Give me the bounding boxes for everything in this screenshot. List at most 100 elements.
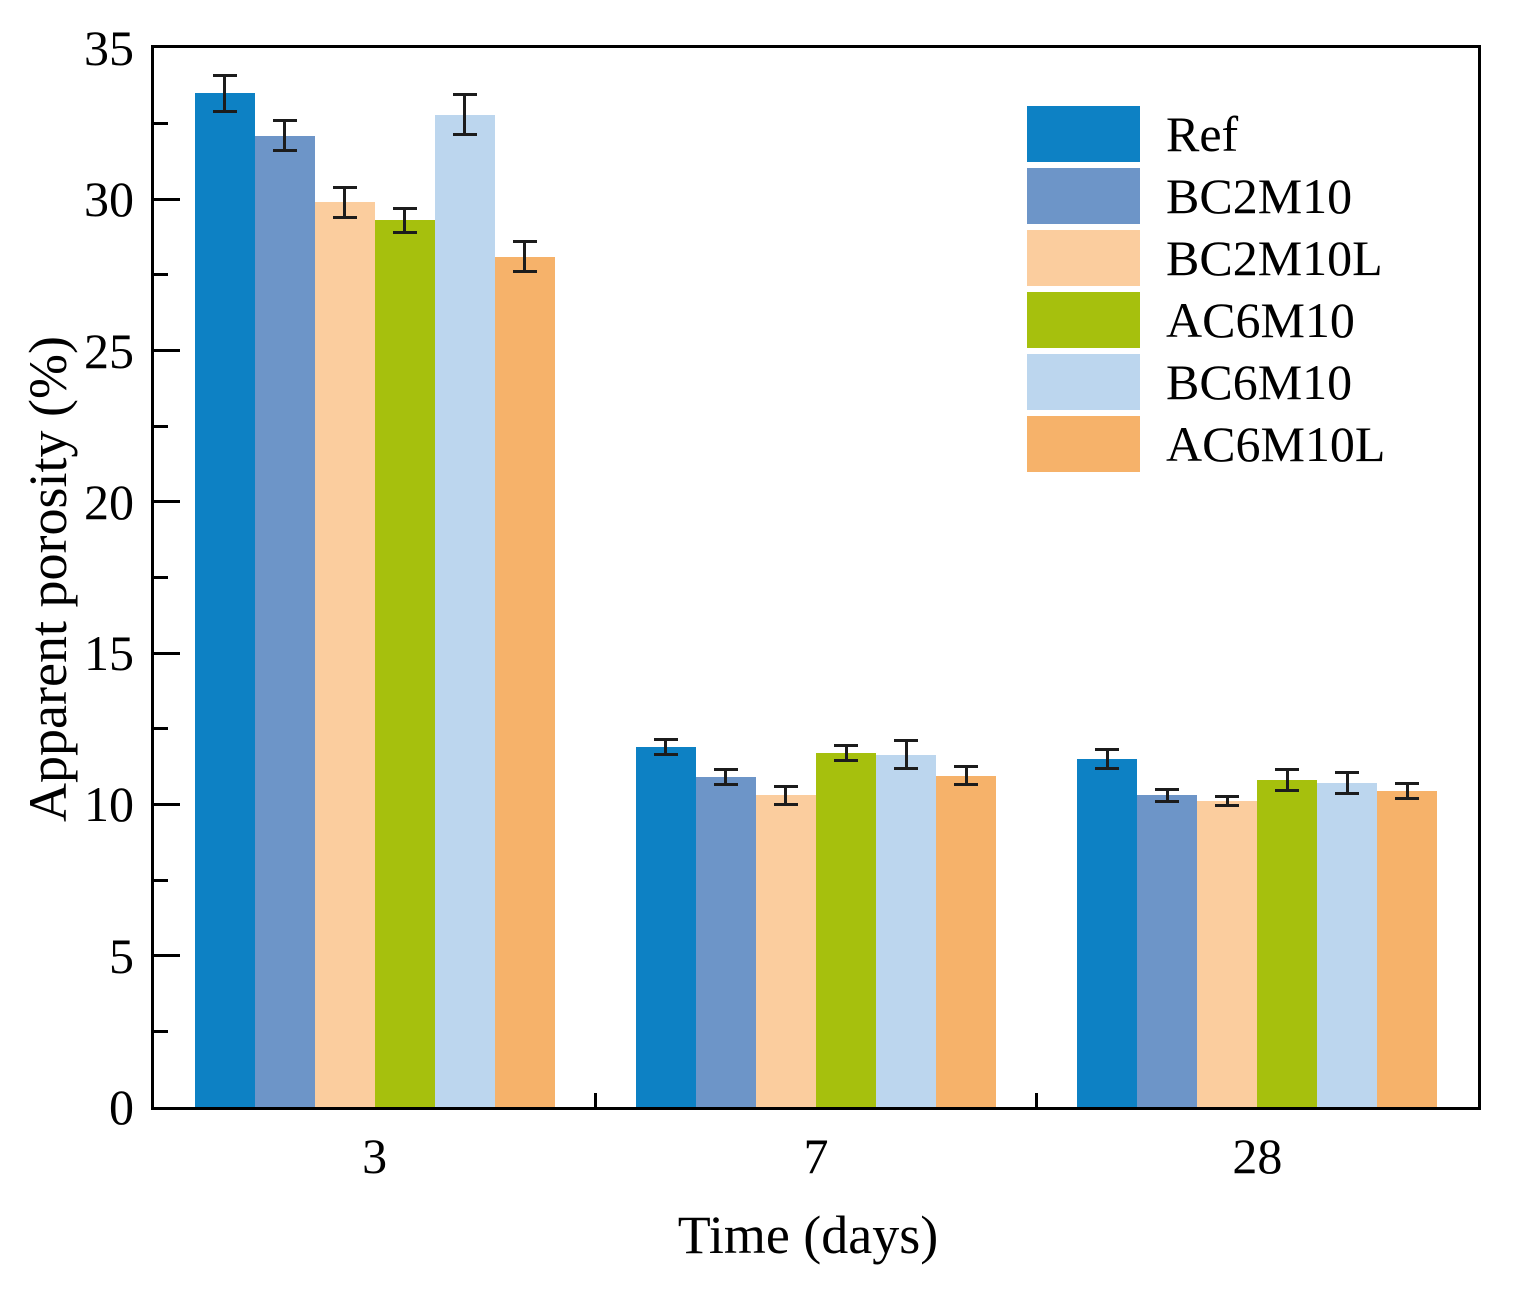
legend-item-bc6m10: BC6M10 — [1027, 351, 1385, 413]
error-bar — [463, 94, 467, 135]
error-bar-cap — [954, 765, 979, 769]
legend-label: AC6M10L — [1166, 416, 1386, 472]
error-bar — [1345, 772, 1349, 794]
legend-label: BC2M10 — [1166, 168, 1353, 224]
bar-ac6m10l-day3 — [494, 256, 555, 1107]
error-bar-cap — [713, 783, 738, 787]
y-major-tick — [154, 349, 180, 353]
bar-bc6m10-day7 — [876, 754, 937, 1107]
y-minor-tick — [154, 576, 168, 579]
error-bar — [1225, 796, 1229, 806]
bar-bc2m10l-day7 — [755, 795, 816, 1107]
error-bar-cap — [1275, 768, 1300, 772]
bar-ref-day7 — [635, 746, 696, 1107]
legend-swatch-bc6m10 — [1027, 354, 1140, 410]
y-minor-tick — [154, 424, 168, 428]
legend-label: BC2M10L — [1166, 230, 1383, 286]
error-bar — [724, 769, 728, 785]
error-bar-cap — [1215, 795, 1240, 799]
legend-item-ac6m10: AC6M10 — [1027, 289, 1385, 351]
error-bar — [1105, 749, 1109, 769]
bar-bc2m10-day28 — [1137, 795, 1198, 1107]
y-tick-label: 15 — [84, 625, 134, 682]
error-bar-cap — [272, 149, 297, 153]
error-bar — [664, 739, 668, 755]
error-bar-cap — [512, 270, 537, 274]
y-minor-tick — [154, 122, 168, 126]
error-bar — [523, 241, 527, 272]
legend-item-bc2m10l: BC2M10L — [1027, 227, 1385, 289]
error-bar — [904, 740, 908, 769]
error-bar-cap — [452, 132, 477, 136]
bar-ac6m10-day3 — [374, 220, 435, 1107]
error-bar-cap — [392, 231, 417, 235]
error-bar-cap — [212, 73, 237, 77]
error-bar-cap — [1155, 799, 1180, 803]
error-bar-cap — [1395, 796, 1420, 800]
y-minor-tick — [154, 1029, 168, 1033]
bar-ref-day28 — [1077, 759, 1138, 1107]
bar-ac6m10l-day7 — [936, 775, 997, 1107]
y-minor-tick — [154, 273, 168, 277]
error-bar-cap — [894, 739, 919, 743]
error-bar-cap — [1155, 787, 1180, 791]
error-bar-cap — [1095, 748, 1120, 752]
error-bar-cap — [1215, 804, 1240, 808]
bar-ref-day3 — [194, 93, 255, 1107]
legend-swatch-ref — [1027, 106, 1140, 162]
error-bar-cap — [1335, 771, 1360, 775]
error-bar — [1405, 783, 1409, 799]
error-bar-cap — [834, 743, 858, 747]
error-bar-cap — [1335, 792, 1360, 796]
y-major-tick — [154, 954, 180, 958]
y-minor-tick — [154, 727, 168, 731]
error-bar — [343, 187, 347, 218]
bar-bc2m10-day7 — [695, 777, 756, 1107]
bar-ac6m10-day7 — [816, 752, 877, 1107]
error-bar-cap — [653, 737, 678, 741]
y-major-tick — [154, 197, 180, 201]
x-minor-tick — [1035, 1093, 1039, 1107]
legend-label: BC6M10 — [1166, 354, 1353, 410]
error-bar-cap — [773, 784, 798, 788]
bar-bc2m10-day3 — [254, 135, 315, 1107]
error-bar-cap — [332, 215, 357, 219]
error-bar-cap — [452, 93, 477, 97]
y-tick-label: 25 — [84, 322, 134, 379]
error-bar-cap — [834, 759, 858, 763]
error-bar — [403, 208, 407, 233]
legend-swatch-ac6m10l — [1027, 416, 1140, 472]
legend-item-bc2m10: BC2M10 — [1027, 165, 1385, 227]
bar-bc6m10-day28 — [1317, 783, 1378, 1107]
legend-swatch-bc2m10l — [1027, 230, 1140, 286]
error-bar — [964, 766, 968, 785]
error-bar-cap — [392, 206, 417, 210]
bar-bc2m10l-day3 — [314, 202, 375, 1107]
x-axis-title: Time (days) — [677, 1205, 939, 1265]
error-bar — [844, 745, 848, 761]
y-tick-label: 30 — [84, 171, 134, 228]
plot-area — [151, 45, 1481, 1110]
error-bar-cap — [653, 753, 678, 756]
error-bar — [1165, 789, 1169, 802]
x-tick-label: 28 — [1232, 1128, 1283, 1184]
error-bar — [784, 786, 788, 805]
legend-item-ref: Ref — [1027, 103, 1385, 165]
error-bar-cap — [512, 240, 537, 244]
legend-item-ac6m10l: AC6M10L — [1027, 413, 1385, 475]
error-bar-cap — [773, 802, 798, 806]
y-tick-label: 5 — [109, 927, 134, 984]
x-tick-label: 7 — [803, 1128, 829, 1184]
error-bar-cap — [212, 110, 237, 114]
y-tick-label: 20 — [84, 473, 134, 530]
bar-ac6m10l-day28 — [1377, 790, 1438, 1107]
y-tick-label: 35 — [84, 20, 134, 76]
error-bar-cap — [1395, 781, 1420, 785]
legend-label: AC6M10 — [1166, 292, 1355, 348]
legend-swatch-bc2m10 — [1027, 168, 1140, 224]
error-bar-cap — [1095, 766, 1120, 770]
bar-ac6m10-day28 — [1257, 780, 1318, 1107]
y-major-tick — [154, 651, 180, 655]
legend-label: Ref — [1166, 106, 1239, 162]
